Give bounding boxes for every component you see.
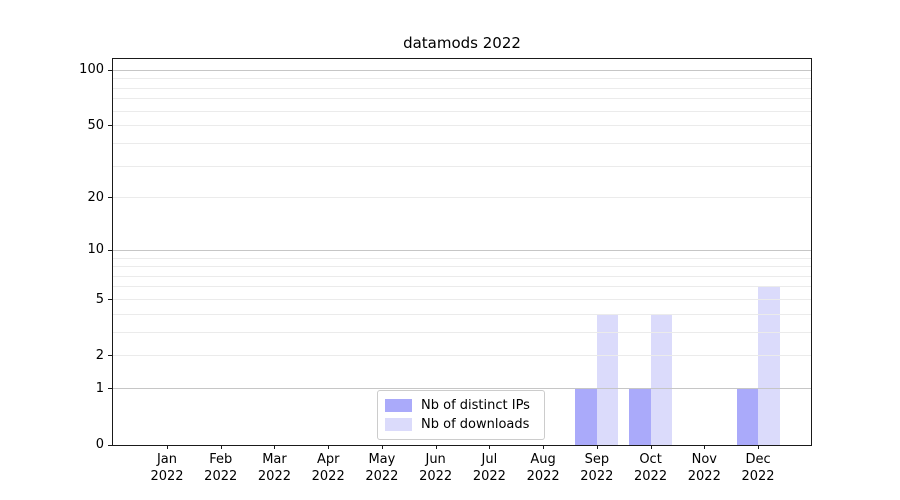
x-tick-month-dec: Dec <box>745 452 771 467</box>
y-tick-label-50: 50 <box>87 117 104 133</box>
x-tick-label-mar: Mar 2022 <box>242 451 306 485</box>
legend-swatch-downloads <box>385 418 412 431</box>
x-tick-label-jul: Jul 2022 <box>457 451 521 485</box>
minor-gridline-y8 <box>113 266 811 268</box>
x-tick-label-apr: Apr 2022 <box>296 451 360 485</box>
x-tick-label-aug: Aug 2022 <box>511 451 575 485</box>
x-tick-month-aug: Aug <box>530 452 556 467</box>
minor-gridline-y30 <box>113 165 811 167</box>
y-tick-label-2: 2 <box>95 347 104 363</box>
x-tick-year-oct: 2022 <box>634 469 668 484</box>
x-tick-year-may: 2022 <box>365 469 399 484</box>
legend-item-distinct-ips: Nb of distinct IPs <box>385 396 536 415</box>
x-tick-month-feb: Feb <box>209 452 233 467</box>
minor-gridline-y4 <box>113 313 811 315</box>
plot-area <box>112 58 812 446</box>
x-tick-jan <box>167 445 168 449</box>
minor-gridline-y5 <box>113 299 811 300</box>
x-tick-label-dec: Dec 2022 <box>726 451 790 485</box>
x-tick-month-jul: Jul <box>481 452 498 467</box>
x-tick-month-may: May <box>368 452 396 467</box>
minor-gridline-y70 <box>113 98 811 100</box>
x-tick-oct <box>650 445 652 449</box>
x-tick-dec <box>758 445 760 449</box>
x-tick-year-apr: 2022 <box>311 469 345 484</box>
y-tick-label-1: 1 <box>95 380 104 396</box>
minor-gridline-y2 <box>113 355 811 357</box>
y-tick-label-0: 0 <box>95 437 104 452</box>
x-tick-month-nov: Nov <box>691 452 717 467</box>
x-tick-month-jan: Jan <box>156 452 178 467</box>
legend-label-distinct-ips: Nb of distinct IPs <box>421 398 530 413</box>
minor-gridline-y90 <box>113 78 811 80</box>
x-tick-label-sep: Sep 2022 <box>565 451 629 485</box>
bar-distinct-ips-dec <box>736 388 759 445</box>
x-tick-month-mar: Mar <box>262 452 287 467</box>
x-tick-label-jan: Jan 2022 <box>135 451 199 485</box>
y-tick-50 <box>108 125 113 127</box>
major-gridline-y1 <box>113 388 811 390</box>
x-tick-label-oct: Oct 2022 <box>619 451 683 485</box>
minor-gridline-y60 <box>113 110 811 112</box>
y-tick-100 <box>108 69 113 71</box>
x-tick-month-oct: Oct <box>639 452 662 467</box>
y-tick-10 <box>108 249 113 251</box>
x-tick-mar <box>274 445 276 449</box>
minor-gridline-y9 <box>113 257 811 259</box>
y-tick-2 <box>108 355 113 357</box>
minor-gridline-y7 <box>113 275 811 277</box>
x-tick-year-dec: 2022 <box>741 469 775 484</box>
x-tick-year-nov: 2022 <box>687 469 721 484</box>
x-tick-month-sep: Sep <box>584 452 610 467</box>
x-tick-year-jul: 2022 <box>472 469 506 484</box>
bar-distinct-ips-oct <box>629 388 651 445</box>
major-gridline-y100 <box>113 69 811 71</box>
y-tick-label-20: 20 <box>87 189 104 205</box>
x-tick-may <box>381 445 383 449</box>
bar-downloads-sep <box>596 314 619 445</box>
minor-gridline-y3 <box>113 331 811 333</box>
x-tick-year-mar: 2022 <box>257 469 291 484</box>
x-tick-jul <box>489 445 491 449</box>
x-tick-year-feb: 2022 <box>204 469 238 484</box>
x-tick-label-jun: Jun 2022 <box>404 451 468 485</box>
x-tick-feb <box>220 445 222 449</box>
x-tick-aug <box>543 445 545 449</box>
x-tick-month-jun: Jun <box>425 452 446 467</box>
legend-label-downloads: Nb of downloads <box>421 417 530 432</box>
y-tick-label-100: 100 <box>79 62 104 78</box>
minor-gridline-y80 <box>113 87 811 89</box>
minor-gridline-y20 <box>113 197 811 199</box>
major-gridline-y10 <box>113 249 811 251</box>
x-tick-label-nov: Nov 2022 <box>672 451 736 485</box>
minor-gridline-y40 <box>113 142 811 144</box>
legend: Nb of distinct IPs Nb of downloads <box>377 390 545 440</box>
legend-item-downloads: Nb of downloads <box>385 415 536 434</box>
y-tick-label-5: 5 <box>95 291 104 307</box>
chart-title: datamods 2022 <box>403 34 521 52</box>
y-tick-5 <box>108 299 113 300</box>
minor-gridline-y6 <box>113 286 811 288</box>
x-tick-label-may: May 2022 <box>350 451 414 485</box>
y-tick-1 <box>108 388 113 390</box>
x-tick-sep <box>596 445 598 449</box>
x-tick-nov <box>704 445 706 449</box>
x-tick-year-jun: 2022 <box>419 469 453 484</box>
x-tick-month-apr: Apr <box>316 452 340 467</box>
x-tick-year-jan: 2022 <box>150 469 184 484</box>
bar-downloads-dec <box>758 286 780 445</box>
x-tick-apr <box>328 445 330 449</box>
legend-swatch-distinct-ips <box>385 399 412 412</box>
x-tick-year-aug: 2022 <box>526 469 560 484</box>
minor-gridline-y50 <box>113 125 811 127</box>
x-tick-label-feb: Feb 2022 <box>189 451 253 485</box>
x-tick-jun <box>435 445 437 449</box>
y-tick-20 <box>108 197 113 199</box>
bar-downloads-oct <box>650 314 673 445</box>
y-tick-label-10: 10 <box>87 242 104 258</box>
y-tick-0 <box>108 444 113 446</box>
x-tick-year-sep: 2022 <box>580 469 614 484</box>
bar-distinct-ips-sep <box>575 388 597 445</box>
